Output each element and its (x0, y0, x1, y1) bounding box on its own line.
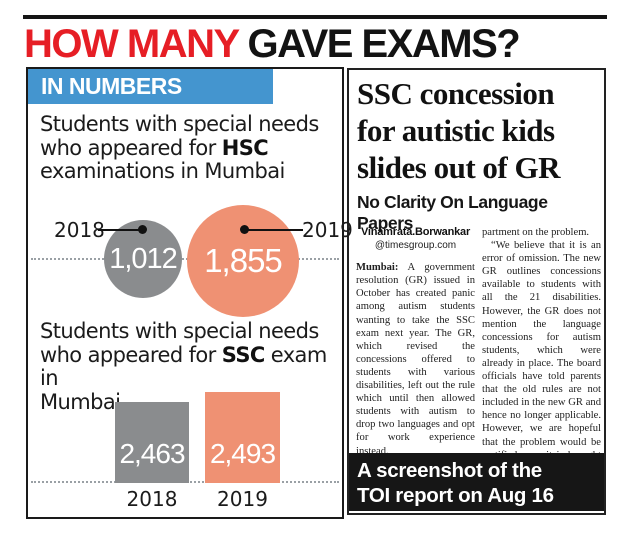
hsc-title-bold: HSC (221, 135, 269, 160)
bubble-chart-axis-dotted-line (31, 258, 339, 260)
article-headline: SSC concession for autistic kids slides … (357, 75, 601, 186)
bubble-2019-circle: 1,855 (187, 205, 299, 317)
ssc-title-line2-post: exam in (40, 342, 327, 390)
byline-author: Vinamrata.Borwankar (360, 226, 471, 238)
byline: Vinamrata.Borwankar @timesgroup.com (356, 226, 475, 252)
article-paragraph: Mumbai: A government resolution (GR) iss… (356, 261, 475, 457)
bar-2019-value: 2,493 (209, 438, 276, 469)
hsc-title-line3: examinations in Mumbai (40, 159, 285, 183)
hsc-chart-title: Students with special needs who appeared… (40, 112, 340, 184)
bubble-2018-leader-line (98, 229, 143, 231)
bubble-2019-leader-line (247, 229, 303, 231)
bar-2019: 2,493 (205, 392, 280, 483)
article-subhead: No Clarity On Language Papers (357, 192, 548, 233)
byline-handle: @timesgroup.com (374, 240, 457, 252)
ssc-title-line1: Students with special needs (40, 319, 319, 343)
page-title-black-segment: GAVE EXAMS? (237, 22, 521, 66)
bubble-2019-leader-dot (240, 225, 249, 234)
photo-caption-box: A screenshot of the TOI report on Aug 16 (349, 453, 604, 511)
bubble-2019-value: 1,855 (204, 242, 283, 279)
headline-line2: for autistic kids (357, 113, 555, 148)
article-column-1: Vinamrata.Borwankar @timesgroup.com Mumb… (356, 226, 475, 457)
hsc-title-line2: who appeared for (40, 135, 222, 160)
hsc-title-line1: Students with special needs (40, 112, 319, 136)
paragraph-text: A government resolution (GR) issued in O… (356, 262, 475, 457)
bar-2019-label: 2019 (217, 487, 268, 511)
bubble-2018-leader-dot (138, 225, 147, 234)
headline-line1: SSC concession (357, 76, 555, 111)
ssc-chart-title: Students with special needs who appeared… (40, 319, 340, 414)
bar-2018-label: 2018 (126, 487, 178, 511)
top-rule-divider (23, 15, 607, 19)
bubble-2018-value: 1,012 (109, 242, 178, 275)
bubble-2019-label: 2019 (302, 218, 353, 242)
ssc-title-line2-pre: who appeared for (40, 342, 222, 367)
article-paragraph: partment on the problem. (482, 227, 590, 238)
dateline: Mumbai: (356, 262, 399, 274)
bar-2018: 2,463 (115, 402, 189, 483)
bar-2018-value: 2,463 (119, 438, 185, 469)
article-paragraph: “We believe that it is an error of omiss… (482, 240, 601, 457)
article-column-2: partment on the problem. “We believe tha… (482, 226, 601, 457)
headline-line3: slides out of GR (357, 150, 561, 185)
page-title: HOW MANY GAVE EXAMS? (24, 24, 624, 64)
caption-line1: A screenshot of the (357, 459, 542, 482)
bubble-2018-label: 2018 (54, 218, 105, 242)
ssc-title-line3: Mumbai (40, 389, 121, 414)
in-numbers-tag: IN NUMBERS (28, 69, 273, 104)
page-title-red-segment: HOW MANY (24, 22, 239, 66)
ssc-title-bold: SSC (221, 342, 266, 367)
article-body: Vinamrata.Borwankar @timesgroup.com Mumb… (356, 226, 601, 457)
infographic-panel: IN NUMBERS Students with special needs w… (26, 67, 353, 519)
article-panel: SSC concession for autistic kids slides … (347, 68, 606, 515)
caption-line2: TOI report on Aug 16 (357, 484, 554, 507)
